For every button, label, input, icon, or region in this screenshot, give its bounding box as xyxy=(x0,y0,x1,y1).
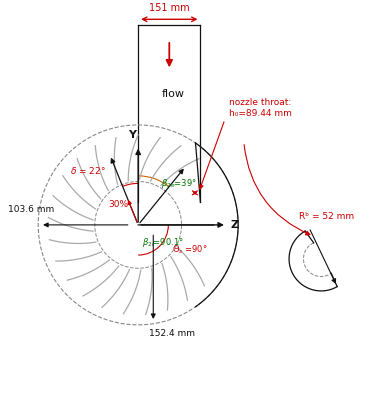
Text: $\Theta_s$ =90°: $\Theta_s$ =90° xyxy=(172,243,208,256)
Text: Y: Y xyxy=(128,130,136,140)
Text: nozzle throat:
h₀=89.44 mm: nozzle throat: h₀=89.44 mm xyxy=(229,98,291,118)
Text: 152.4 mm: 152.4 mm xyxy=(149,329,195,338)
Text: $\beta_{2e}$=39°: $\beta_{2e}$=39° xyxy=(161,177,197,190)
Text: 103.6 mm: 103.6 mm xyxy=(8,204,54,214)
Text: 151 mm: 151 mm xyxy=(149,2,190,12)
Text: $\beta_{2i}$=90.1°: $\beta_{2i}$=90.1° xyxy=(142,236,184,249)
Text: 30%: 30% xyxy=(109,200,129,209)
Text: flow: flow xyxy=(162,89,184,99)
Text: Z: Z xyxy=(231,220,239,230)
Text: $\delta$ = 22°: $\delta$ = 22° xyxy=(70,165,106,176)
Text: Rᵇ = 52 mm: Rᵇ = 52 mm xyxy=(298,212,354,221)
